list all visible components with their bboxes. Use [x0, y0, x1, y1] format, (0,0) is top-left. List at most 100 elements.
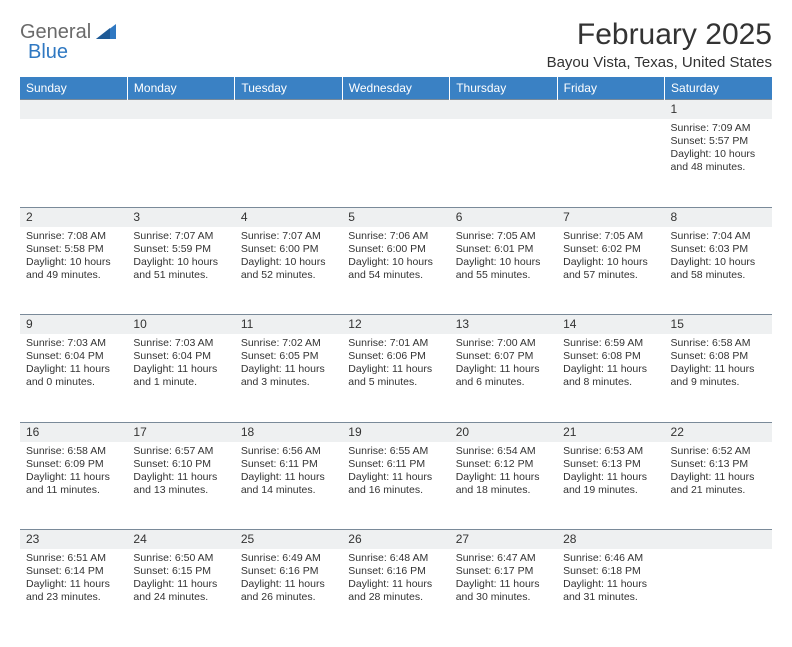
sunrise-text: Sunrise: 7:09 AM	[671, 122, 766, 135]
day-content-cell: Sunrise: 6:51 AMSunset: 6:14 PMDaylight:…	[20, 549, 127, 637]
sunrise-text: Sunrise: 7:05 AM	[456, 230, 551, 243]
weekday-header: Saturday	[665, 77, 772, 100]
day-number-cell: 17	[127, 422, 234, 442]
daylight-text: and 57 minutes.	[563, 269, 658, 282]
day-number: 8	[671, 210, 678, 224]
day-content-row: Sunrise: 7:08 AMSunset: 5:58 PMDaylight:…	[20, 227, 772, 315]
daylight-text: Daylight: 10 hours	[671, 148, 766, 161]
daylight-text: and 30 minutes.	[456, 591, 551, 604]
day-number-cell: 11	[235, 315, 342, 335]
weekday-header: Monday	[127, 77, 234, 100]
day-content-cell: Sunrise: 7:09 AMSunset: 5:57 PMDaylight:…	[665, 119, 772, 207]
day-number-cell: 14	[557, 315, 664, 335]
sunset-text: Sunset: 6:12 PM	[456, 458, 551, 471]
daylight-text: Daylight: 11 hours	[26, 471, 121, 484]
sunrise-text: Sunrise: 6:47 AM	[456, 552, 551, 565]
sunrise-text: Sunrise: 6:52 AM	[671, 445, 766, 458]
daylight-text: Daylight: 11 hours	[348, 363, 443, 376]
sunrise-text: Sunrise: 6:49 AM	[241, 552, 336, 565]
sunset-text: Sunset: 6:05 PM	[241, 350, 336, 363]
day-content-cell: Sunrise: 7:00 AMSunset: 6:07 PMDaylight:…	[450, 334, 557, 422]
daylight-text: and 31 minutes.	[563, 591, 658, 604]
daylight-text: and 28 minutes.	[348, 591, 443, 604]
daylight-text: and 21 minutes.	[671, 484, 766, 497]
day-number-cell	[235, 100, 342, 120]
sunset-text: Sunset: 6:04 PM	[133, 350, 228, 363]
sunrise-text: Sunrise: 6:58 AM	[26, 445, 121, 458]
daylight-text: and 55 minutes.	[456, 269, 551, 282]
sunrise-text: Sunrise: 6:59 AM	[563, 337, 658, 350]
day-number-cell: 4	[235, 207, 342, 227]
day-number-row: 16171819202122	[20, 422, 772, 442]
daylight-text: and 1 minute.	[133, 376, 228, 389]
sunset-text: Sunset: 6:02 PM	[563, 243, 658, 256]
day-content-cell	[557, 119, 664, 207]
daylight-text: Daylight: 11 hours	[348, 578, 443, 591]
page-header: General Blue February 2025 Bayou Vista, …	[20, 18, 772, 71]
daylight-text: Daylight: 11 hours	[26, 363, 121, 376]
day-content-row: Sunrise: 6:58 AMSunset: 6:09 PMDaylight:…	[20, 442, 772, 530]
daylight-text: and 18 minutes.	[456, 484, 551, 497]
sunrise-text: Sunrise: 6:51 AM	[26, 552, 121, 565]
sunset-text: Sunset: 6:10 PM	[133, 458, 228, 471]
day-number-cell	[342, 100, 449, 120]
sunrise-text: Sunrise: 7:07 AM	[241, 230, 336, 243]
day-number-cell: 15	[665, 315, 772, 335]
weekday-header: Sunday	[20, 77, 127, 100]
day-content-cell: Sunrise: 7:05 AMSunset: 6:01 PMDaylight:…	[450, 227, 557, 315]
day-number: 9	[26, 317, 33, 331]
daylight-text: and 54 minutes.	[348, 269, 443, 282]
day-content-row: Sunrise: 6:51 AMSunset: 6:14 PMDaylight:…	[20, 549, 772, 637]
daylight-text: Daylight: 11 hours	[133, 363, 228, 376]
sunrise-text: Sunrise: 7:01 AM	[348, 337, 443, 350]
daylight-text: and 14 minutes.	[241, 484, 336, 497]
weekday-header: Wednesday	[342, 77, 449, 100]
day-content-cell: Sunrise: 6:58 AMSunset: 6:08 PMDaylight:…	[665, 334, 772, 422]
day-number: 28	[563, 532, 576, 546]
day-number: 22	[671, 425, 684, 439]
sunrise-text: Sunrise: 7:05 AM	[563, 230, 658, 243]
day-number: 3	[133, 210, 140, 224]
day-number: 5	[348, 210, 355, 224]
day-content-cell: Sunrise: 7:03 AMSunset: 6:04 PMDaylight:…	[127, 334, 234, 422]
daylight-text: and 8 minutes.	[563, 376, 658, 389]
day-number-cell	[127, 100, 234, 120]
sunrise-text: Sunrise: 7:07 AM	[133, 230, 228, 243]
sunset-text: Sunset: 5:58 PM	[26, 243, 121, 256]
sunset-text: Sunset: 6:08 PM	[671, 350, 766, 363]
daylight-text: Daylight: 10 hours	[456, 256, 551, 269]
title-block: February 2025 Bayou Vista, Texas, United…	[547, 18, 772, 71]
day-number-cell: 20	[450, 422, 557, 442]
sunrise-text: Sunrise: 6:57 AM	[133, 445, 228, 458]
daylight-text: Daylight: 11 hours	[456, 578, 551, 591]
daylight-text: and 24 minutes.	[133, 591, 228, 604]
day-number: 16	[26, 425, 39, 439]
sunrise-text: Sunrise: 6:48 AM	[348, 552, 443, 565]
daylight-text: and 9 minutes.	[671, 376, 766, 389]
sunset-text: Sunset: 6:04 PM	[26, 350, 121, 363]
sunset-text: Sunset: 5:59 PM	[133, 243, 228, 256]
day-content-cell: Sunrise: 7:01 AMSunset: 6:06 PMDaylight:…	[342, 334, 449, 422]
day-number: 1	[671, 102, 678, 116]
day-number: 10	[133, 317, 146, 331]
sunset-text: Sunset: 6:11 PM	[348, 458, 443, 471]
day-number-cell: 8	[665, 207, 772, 227]
day-number: 2	[26, 210, 33, 224]
sunset-text: Sunset: 6:00 PM	[348, 243, 443, 256]
sunset-text: Sunset: 5:57 PM	[671, 135, 766, 148]
day-number-cell	[665, 530, 772, 550]
sunset-text: Sunset: 6:11 PM	[241, 458, 336, 471]
day-number-cell: 19	[342, 422, 449, 442]
day-number-cell: 13	[450, 315, 557, 335]
calendar-page: General Blue February 2025 Bayou Vista, …	[0, 0, 792, 647]
day-content-cell: Sunrise: 6:50 AMSunset: 6:15 PMDaylight:…	[127, 549, 234, 637]
day-number: 15	[671, 317, 684, 331]
day-content-cell: Sunrise: 6:57 AMSunset: 6:10 PMDaylight:…	[127, 442, 234, 530]
day-number-cell: 27	[450, 530, 557, 550]
daylight-text: Daylight: 11 hours	[241, 363, 336, 376]
day-number: 18	[241, 425, 254, 439]
day-content-cell: Sunrise: 6:54 AMSunset: 6:12 PMDaylight:…	[450, 442, 557, 530]
daylight-text: Daylight: 10 hours	[26, 256, 121, 269]
day-content-cell: Sunrise: 6:55 AMSunset: 6:11 PMDaylight:…	[342, 442, 449, 530]
day-number: 14	[563, 317, 576, 331]
